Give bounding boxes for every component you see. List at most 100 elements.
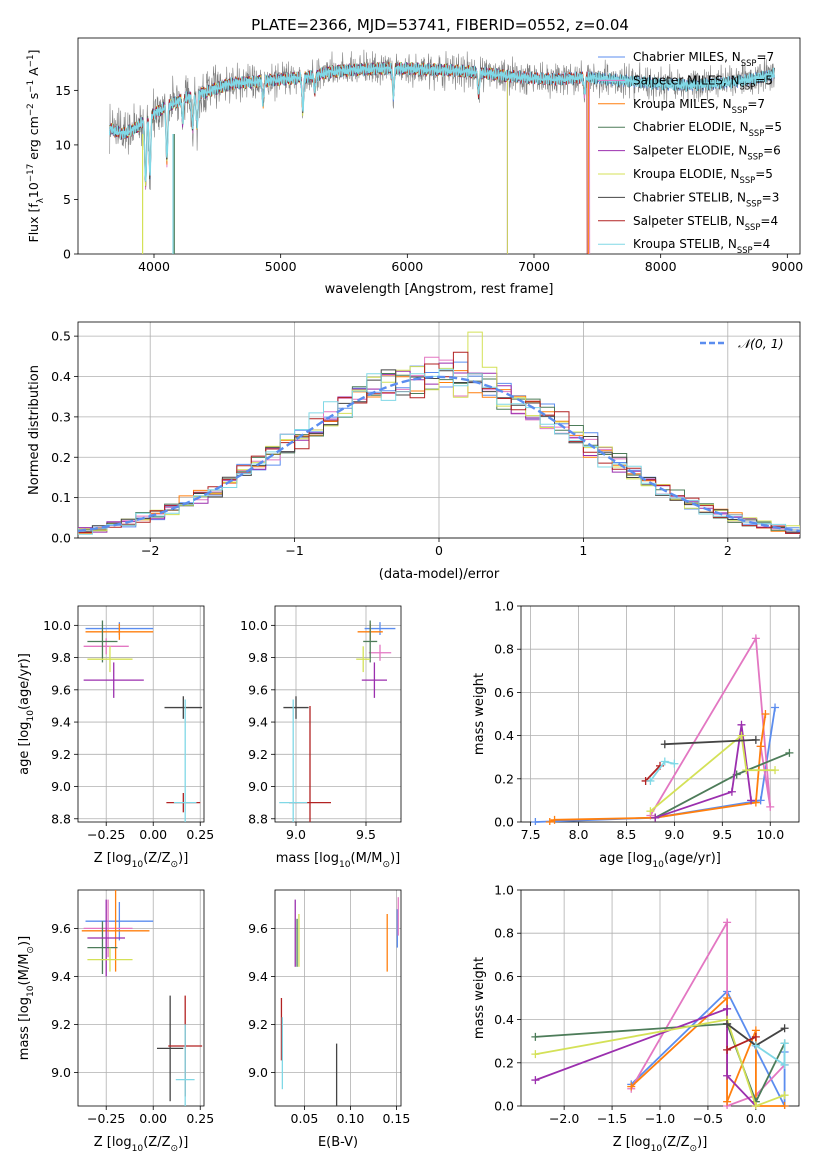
- weight-marker-kroupa-elodie: [646, 807, 655, 816]
- errorbar-kroupa-elodie: [87, 947, 133, 972]
- weight-marker-salpeter-elodie: [531, 1076, 540, 1085]
- y-tick-label: 9.4: [51, 969, 71, 984]
- y-tick-label: 10.0: [240, 618, 268, 633]
- x-tick-label: −0.5: [693, 1111, 723, 1126]
- weight-line-salpeter-elodie: [654, 724, 752, 819]
- weight-marker-kroupa-miles: [550, 815, 559, 824]
- y-tick-label: 9.8: [248, 650, 268, 665]
- x-tick-label: 0.10: [336, 1111, 364, 1126]
- weight-marker-chabrier-stelib: [723, 1019, 732, 1028]
- y-tick-label: 9.2: [51, 1017, 71, 1032]
- weight-marker-chabrier-miles: [756, 796, 765, 805]
- y-tick-label: 9.6: [248, 921, 268, 936]
- weight-marker-kroupa-elodie: [742, 766, 751, 775]
- model-spectrum-chabrier-elodie: [109, 62, 508, 254]
- errorbar-chabrier-miles: [85, 902, 154, 941]
- weight-marker-chabrier-miles: [771, 703, 780, 712]
- x-axis-label: wavelength [Angstrom, rest frame]: [325, 282, 554, 297]
- weight-line-kroupa-elodie: [535, 1018, 785, 1108]
- weight-marker-salpeter-elodie: [727, 787, 736, 796]
- x-axis-label: (data-model)/error: [379, 567, 500, 582]
- weight-marker-salpeter-stelib: [723, 1045, 732, 1054]
- y-tick-label: 0.4: [494, 728, 514, 743]
- weight-marker-kroupa-miles: [627, 1082, 636, 1091]
- y-tick-label: 0.2: [51, 450, 71, 465]
- weight-marker-salpeter-miles: [766, 802, 775, 811]
- y-tick-label: 1.0: [494, 883, 514, 898]
- x-tick-label: 8000: [645, 259, 677, 274]
- errorbar-salpeter-miles: [83, 638, 129, 655]
- age-vs-z-plot-area: [83, 620, 203, 822]
- y-tick-label: 8.8: [51, 811, 71, 826]
- weight-marker-kroupa-elodie: [751, 1102, 760, 1109]
- weight-marker-salpeter-elodie: [737, 720, 746, 729]
- y-tick-label: 0.6: [494, 685, 514, 700]
- x-tick-label: 0.25: [186, 1111, 214, 1126]
- x-tick-label: 9.5: [712, 827, 732, 842]
- x-axis-label: Z [log10(Z/Z⊙)]: [94, 1135, 189, 1154]
- gridlines: [275, 890, 401, 1106]
- y-tick-label: 9.2: [248, 1017, 268, 1032]
- x-tick-label: 0.05: [291, 1111, 319, 1126]
- weight-line-salpeter-stelib: [726, 1036, 757, 1051]
- x-axis-label: Z [log10(Z/Z⊙)]: [613, 1135, 708, 1154]
- axes-frame: [77, 605, 205, 823]
- weight-marker-salpeter-stelib: [751, 1032, 760, 1041]
- weight-marker-chabrier-stelib: [660, 740, 669, 749]
- weight-line-kroupa-elodie: [649, 733, 775, 812]
- errorbar-chabrier-stelib: [156, 995, 184, 1102]
- axes-frame: [274, 605, 402, 823]
- x-tick-label: 9000: [771, 259, 803, 274]
- x-axis-label: age [log10(age/yr)]: [599, 851, 721, 870]
- errorbar-chabrier-stelib: [164, 696, 203, 719]
- x-tick-label: −2: [141, 543, 159, 558]
- weight-marker-chabrier-miles: [531, 818, 540, 825]
- y-tick-label: 9.6: [248, 682, 268, 697]
- residuals-panel: −2 −1 0 1 2 0.0 0.1 0.2 0.3 0.4 0.5 𝒩(0, 1) (data-mo…: [27, 321, 801, 582]
- mass-vs-z-panel: −0.25 0.00 0.25 9.0 9.2 9.4 9.6 Z [log10(Z/Z⊙)]…: [17, 889, 214, 1154]
- x-tick-label: −1.5: [597, 1111, 627, 1126]
- errorbar-kroupa-stelib: [175, 1024, 195, 1106]
- x-tick-label: 9.0: [664, 827, 684, 842]
- age-vs-mass-panel: 9.0 9.5 8.8 9.0 9.2 9.4 9.6 9.8 10.0 mass [log10(…: [240, 605, 402, 870]
- spectrum-legend: Chabrier MILES, NSSP=7 Salpeter MILES, NS…: [598, 50, 782, 255]
- weight-marker-kroupa-miles: [723, 994, 732, 1002]
- weight-marker-kroupa-stelib: [751, 1041, 760, 1050]
- y-tick-label: 0.0: [494, 815, 514, 830]
- mass-vs-z-plot-area: [81, 890, 203, 1106]
- age-vs-z-panel: −0.25 0.00 0.25 8.8 9.0 9.2 9.4 9.6 9.8 10.0 Z [lo…: [17, 605, 214, 870]
- weight-marker-salpeter-miles: [723, 918, 732, 927]
- axes-frame: [77, 37, 801, 255]
- weight-marker-kroupa-stelib: [780, 1039, 789, 1048]
- x-tick-label: 4000: [138, 259, 170, 274]
- weight-marker-kroupa-miles: [751, 798, 760, 807]
- gridlines: [521, 889, 799, 1107]
- weight-marker-kroupa-miles: [723, 1097, 732, 1106]
- y-tick-label: 9.6: [51, 682, 71, 697]
- weight-marker-kroupa-stelib: [780, 1060, 789, 1069]
- axes-frame: [274, 889, 402, 1107]
- legend-entry-kroupa-elodie: Kroupa ELODIE, NSSP=5: [633, 167, 773, 185]
- y-tick-label: 0.0: [51, 531, 71, 546]
- y-tick-label: 9.6: [51, 921, 71, 936]
- y-tick-label: 0.2: [494, 1055, 514, 1070]
- x-axis-label: mass [log10(M/M⊙)]: [276, 851, 400, 870]
- errorbar-kroupa-miles: [85, 623, 154, 640]
- y-tick-label: 0.6: [494, 969, 514, 984]
- y-axis-label: Normed distribution: [27, 365, 42, 495]
- y-tick-label: 5: [63, 192, 71, 207]
- errorbar-salpeter-miles: [83, 899, 133, 958]
- y-tick-label: 9.2: [51, 747, 71, 762]
- weight-line-salpeter-miles: [649, 635, 772, 816]
- x-tick-label: −1: [285, 543, 303, 558]
- x-tick-label: −0.25: [87, 1111, 125, 1126]
- y-tick-label: 15: [55, 83, 71, 98]
- y-tick-label: 0.5: [51, 329, 71, 344]
- model-spectrum-kroupa-stelib: [109, 62, 776, 182]
- errorbar-kroupa-stelib: [173, 699, 197, 822]
- legend-entry-chabrier-stelib: Chabrier STELIB, NSSP=3: [633, 190, 779, 208]
- weight-marker-kroupa-miles: [780, 1102, 789, 1109]
- weight-marker-kroupa-miles: [756, 742, 765, 751]
- weight-vs-age-plot-area: [531, 634, 794, 825]
- weight-line-salpeter-stelib: [644, 765, 661, 782]
